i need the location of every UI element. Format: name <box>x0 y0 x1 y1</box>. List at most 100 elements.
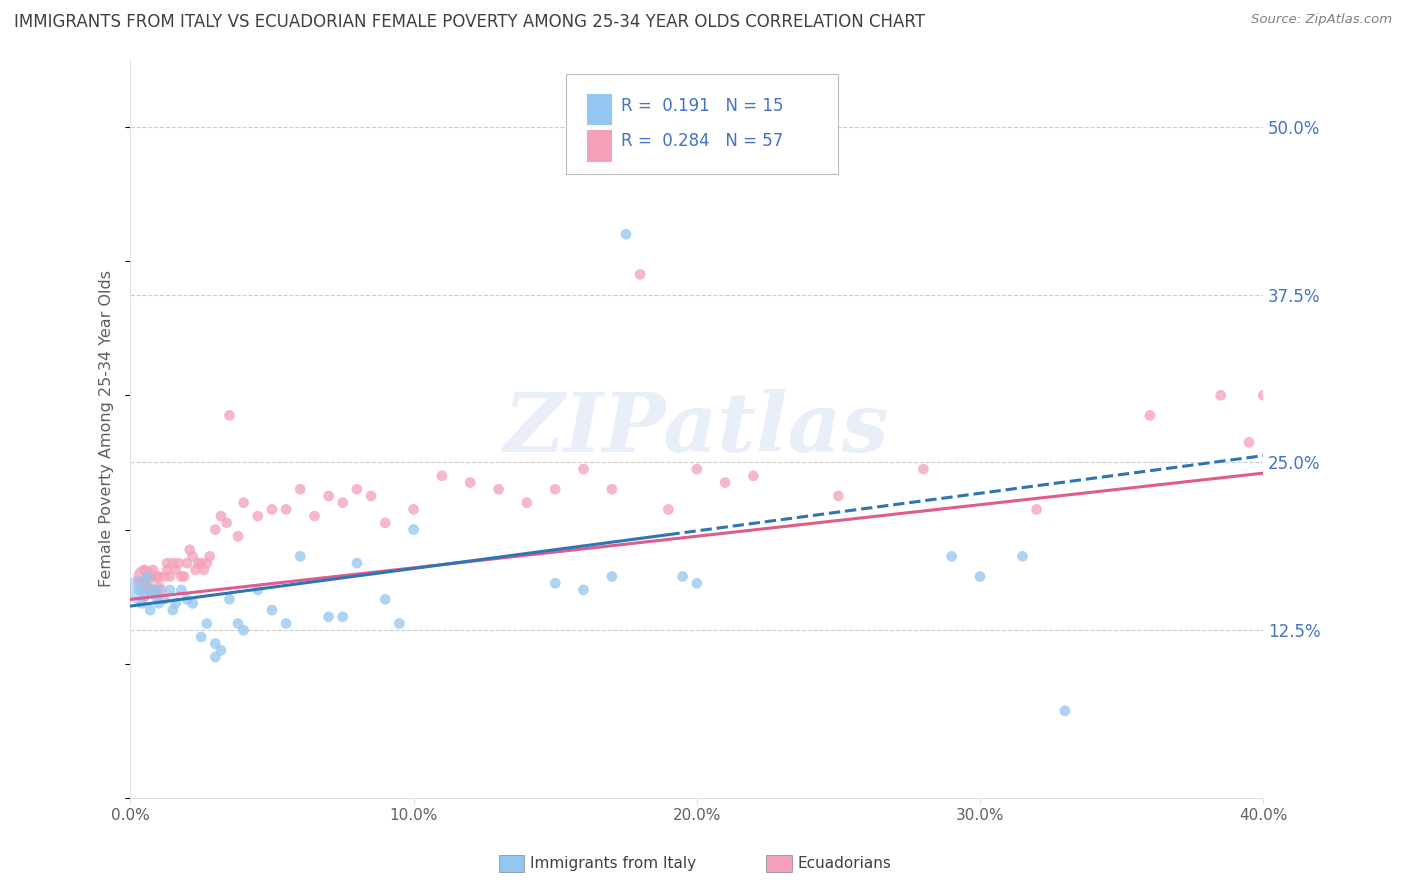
Point <box>136 569 159 583</box>
Point <box>614 227 637 241</box>
Point <box>179 542 201 557</box>
Point <box>150 582 173 597</box>
Point <box>260 603 283 617</box>
Point <box>1139 409 1161 423</box>
Point <box>318 489 340 503</box>
Point <box>1025 502 1047 516</box>
Point <box>148 579 170 593</box>
Point <box>153 569 176 583</box>
Point <box>162 603 184 617</box>
Point <box>402 523 425 537</box>
Text: IMMIGRANTS FROM ITALY VS ECUADORIAN FEMALE POVERTY AMONG 25-34 YEAR OLDS CORRELA: IMMIGRANTS FROM ITALY VS ECUADORIAN FEMA… <box>14 13 925 31</box>
Point <box>139 569 162 583</box>
Bar <box>586 94 612 125</box>
Point <box>686 576 709 591</box>
Point <box>173 569 195 583</box>
Point <box>232 496 254 510</box>
Text: R =  0.284   N = 57: R = 0.284 N = 57 <box>621 132 783 150</box>
Point <box>686 462 709 476</box>
Point <box>148 582 170 597</box>
Point <box>209 509 232 524</box>
Point <box>1209 388 1232 402</box>
Point <box>128 576 150 591</box>
Point <box>190 556 212 570</box>
Point <box>167 556 190 570</box>
Point <box>142 563 165 577</box>
Point <box>260 502 283 516</box>
Point <box>1011 549 1033 564</box>
Point <box>516 496 538 510</box>
Point <box>458 475 481 490</box>
Point <box>145 590 167 604</box>
Point <box>1251 388 1274 402</box>
Point <box>290 482 312 496</box>
Point <box>388 616 411 631</box>
Point <box>402 502 425 516</box>
Text: Source: ZipAtlas.com: Source: ZipAtlas.com <box>1251 13 1392 27</box>
Text: Ecuadorians: Ecuadorians <box>797 856 891 871</box>
Point <box>134 569 156 583</box>
Point <box>572 462 595 476</box>
Point <box>170 582 193 597</box>
Point <box>195 556 218 570</box>
Text: R =  0.191   N = 15: R = 0.191 N = 15 <box>621 96 783 114</box>
Point <box>184 563 207 577</box>
Point <box>600 482 623 496</box>
Point <box>274 616 297 631</box>
FancyBboxPatch shape <box>567 74 838 174</box>
Point <box>742 468 765 483</box>
Point <box>232 624 254 638</box>
Point <box>170 569 193 583</box>
Point <box>204 650 226 665</box>
Y-axis label: Female Poverty Among 25-34 Year Olds: Female Poverty Among 25-34 Year Olds <box>100 270 114 587</box>
Point <box>176 556 198 570</box>
Point <box>304 509 326 524</box>
Point <box>131 582 153 597</box>
Point <box>148 596 170 610</box>
Point <box>159 582 181 597</box>
Text: Immigrants from Italy: Immigrants from Italy <box>530 856 696 871</box>
Point <box>176 592 198 607</box>
Point <box>332 609 354 624</box>
Point <box>195 616 218 631</box>
Point <box>318 609 340 624</box>
Point <box>165 596 187 610</box>
Point <box>657 502 679 516</box>
Point <box>159 569 181 583</box>
Point <box>136 569 159 583</box>
Point <box>131 596 153 610</box>
Point <box>572 582 595 597</box>
Point <box>156 563 179 577</box>
Point <box>139 582 162 597</box>
Point <box>218 592 240 607</box>
Point <box>346 556 368 570</box>
Point <box>136 582 159 597</box>
Point <box>1053 704 1076 718</box>
Point <box>969 569 991 583</box>
Point <box>246 509 269 524</box>
Point <box>190 630 212 644</box>
Point <box>145 569 167 583</box>
Point <box>600 569 623 583</box>
Point <box>290 549 312 564</box>
Point <box>941 549 963 564</box>
Point <box>332 496 354 510</box>
Point <box>246 582 269 597</box>
Point <box>204 523 226 537</box>
Point <box>209 643 232 657</box>
Point <box>181 596 204 610</box>
Point <box>346 482 368 496</box>
Point <box>544 576 567 591</box>
Point <box>181 549 204 564</box>
Point <box>827 489 849 503</box>
Point <box>134 576 156 591</box>
Point <box>374 516 396 530</box>
Bar <box>586 130 612 161</box>
Point <box>128 582 150 597</box>
Point <box>430 468 453 483</box>
Point <box>215 516 238 530</box>
Point <box>671 569 693 583</box>
Point <box>134 590 156 604</box>
Point <box>226 529 249 543</box>
Point <box>153 592 176 607</box>
